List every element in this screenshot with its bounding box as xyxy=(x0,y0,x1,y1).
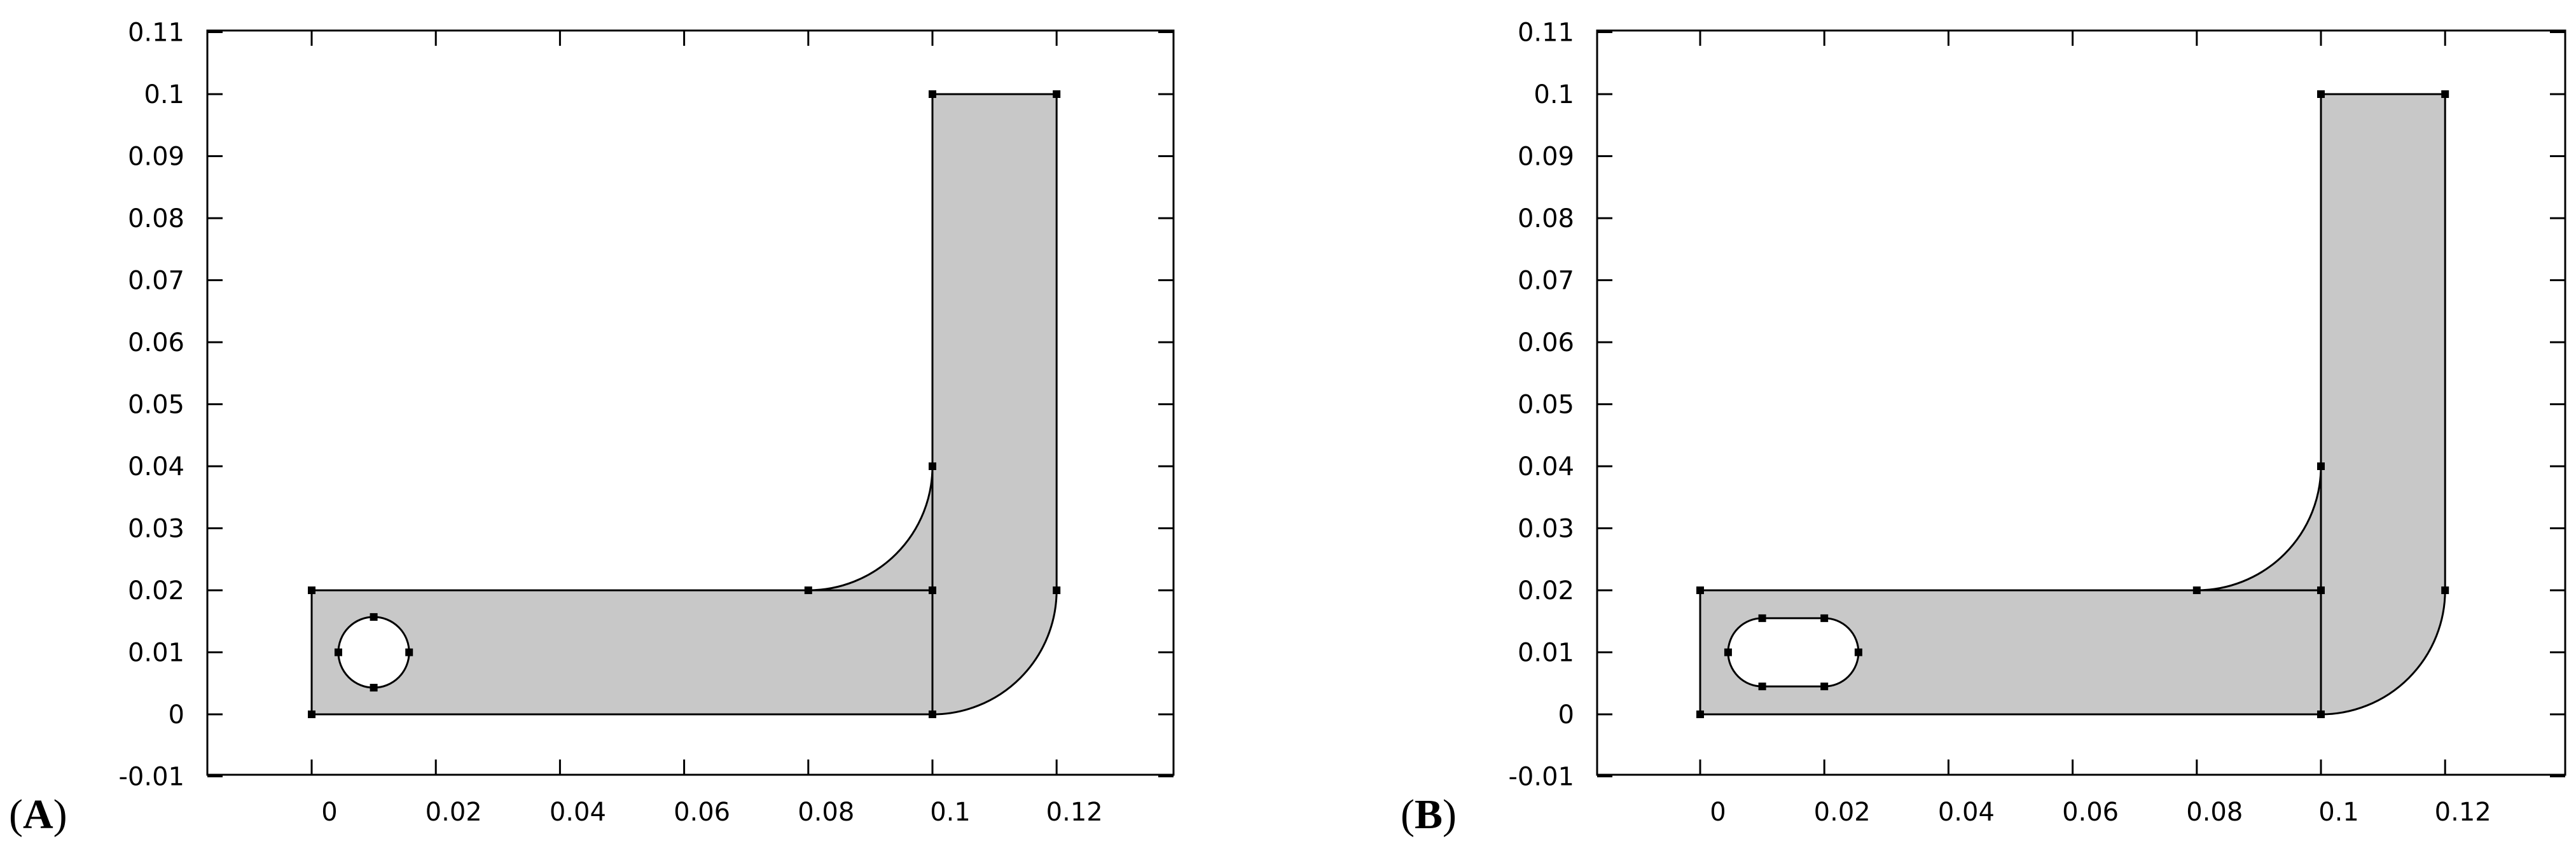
vertex-marker xyxy=(929,90,936,98)
panel-label: (B) xyxy=(1401,791,1457,838)
vertex-marker xyxy=(308,586,315,594)
vertex-marker xyxy=(929,586,936,594)
vertex-marker xyxy=(2441,90,2449,98)
vertex-marker xyxy=(1854,648,1862,656)
x-tick-label: 0 xyxy=(321,798,337,827)
y-tick-label: 0.1 xyxy=(1534,80,1574,109)
y-tick-label: 0.01 xyxy=(1518,639,1574,668)
y-tick-label: 0 xyxy=(1558,700,1574,730)
vertex-marker xyxy=(1724,648,1732,656)
y-tick-label: 0.01 xyxy=(128,639,184,668)
y-tick-label: 0.09 xyxy=(128,142,184,172)
y-tick-label: 0.04 xyxy=(1518,452,1574,482)
vertex-marker xyxy=(334,648,342,656)
x-tick-label: 0.02 xyxy=(1814,798,1871,827)
vertex-marker xyxy=(929,462,936,470)
y-tick-label: 0.02 xyxy=(128,576,184,606)
vertex-marker xyxy=(1758,614,1766,622)
vertex-marker xyxy=(2317,711,2325,718)
vertex-marker xyxy=(2192,586,2201,594)
plot-frame xyxy=(1596,29,2566,776)
panel-b: 0 0.02 0.04 0.06 0.08 0.1 0.12 0.11 0.1 0.09 0.08 0… xyxy=(1401,18,2566,838)
vertex-marker xyxy=(1820,683,1829,691)
y-tick-label: 0.08 xyxy=(128,204,184,233)
x-tick-label: 0.12 xyxy=(2435,798,2491,827)
x-tick-label: 0.08 xyxy=(798,798,854,827)
vertex-marker xyxy=(2317,586,2325,594)
x-tick-label: 0.08 xyxy=(2186,798,2243,827)
y-tick-label: 0.03 xyxy=(128,515,184,544)
vertex-marker xyxy=(405,648,413,656)
x-tick-label: 0.1 xyxy=(930,798,971,827)
y-tick-label: 0.07 xyxy=(128,267,184,296)
vertex-marker xyxy=(1696,711,1704,718)
y-tick-label: 0.08 xyxy=(1518,204,1574,233)
y-tick-label: 0.05 xyxy=(128,391,184,420)
vertex-marker xyxy=(2441,586,2449,594)
domain-region xyxy=(310,93,1058,716)
x-tick-label: 0.06 xyxy=(674,798,730,827)
y-tick-label: -0.01 xyxy=(119,763,185,792)
y-tick-label: 0.06 xyxy=(1518,328,1574,357)
vertex-marker xyxy=(804,586,812,594)
plot-frame xyxy=(206,29,1175,776)
x-tick-label: 0 xyxy=(1710,798,1726,827)
circular-hole xyxy=(337,616,410,689)
vertex-marker xyxy=(1758,683,1766,691)
y-tick-label: 0.05 xyxy=(1518,391,1574,420)
vertex-marker xyxy=(370,684,378,692)
vertex-marker xyxy=(2317,462,2325,470)
x-tick-label: 0.04 xyxy=(550,798,606,827)
x-tick-label: 0.12 xyxy=(1046,798,1103,827)
x-tick-label: 0.02 xyxy=(426,798,482,827)
panel-label: (A) xyxy=(9,791,67,838)
vertex-marker xyxy=(929,711,936,718)
vertex-marker xyxy=(2317,90,2325,98)
y-tick-label: 0.03 xyxy=(1518,515,1574,544)
x-tick-label: 0.04 xyxy=(1938,798,1995,827)
x-tick-label: 0.1 xyxy=(2318,798,2359,827)
x-tick-label: 0.06 xyxy=(2062,798,2119,827)
stadium-hole xyxy=(1727,617,1860,688)
y-tick-label: 0.1 xyxy=(144,80,184,109)
vertex-marker xyxy=(370,613,378,621)
y-tick-label: 0 xyxy=(169,700,184,730)
vertex-marker xyxy=(308,711,315,718)
y-tick-label: -0.01 xyxy=(1509,763,1575,792)
vertex-marker xyxy=(1696,586,1704,594)
y-tick-label: 0.02 xyxy=(1518,576,1574,606)
y-tick-label: 0.11 xyxy=(1518,18,1574,48)
vertex-marker xyxy=(1820,614,1829,622)
y-tick-label: 0.11 xyxy=(128,18,184,48)
y-tick-label: 0.06 xyxy=(128,328,184,357)
y-tick-label: 0.07 xyxy=(1518,267,1574,296)
vertex-marker xyxy=(1053,586,1061,594)
panel-a: 0 0.02 0.04 0.06 0.08 0.1 0.12 0.11 0.1 0.09 0.08 0… xyxy=(9,18,1175,838)
y-tick-label: 0.09 xyxy=(1518,142,1574,172)
y-tick-label: 0.04 xyxy=(128,452,184,482)
vertex-marker xyxy=(1053,90,1061,98)
